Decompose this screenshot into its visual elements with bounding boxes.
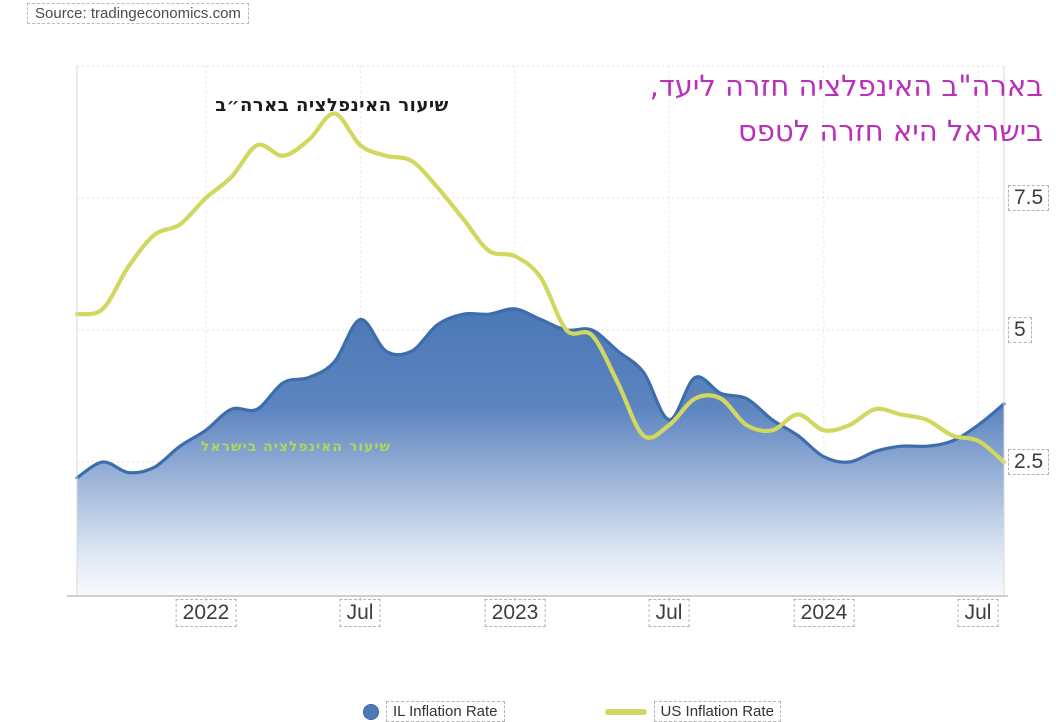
y-axis-tick-label: 7.5 [1008,185,1050,211]
legend-label-us[interactable]: US Inflation Rate [653,701,781,722]
headline-annotation: בארה"ב האינפלציה חזרה ליעד, בישראל היא ח… [650,64,1043,154]
il-legend-dot-icon[interactable] [363,703,379,720]
il-inflation-area[interactable] [77,308,1004,596]
us-series-hebrew-label: שיעור האינפלציה בארה״ב [215,95,449,116]
x-axis-tick-label: Jul [957,599,999,627]
headline-annotation-line1: בארה"ב האינפלציה חזרה ליעד, [649,69,1043,103]
x-axis-tick-label: 2023 [484,599,546,627]
source-caption[interactable]: Source: tradingeconomics.com [27,3,249,24]
legend-label-il[interactable]: IL Inflation Rate [386,701,505,722]
x-axis-tick-label: Jul [339,599,381,627]
y-axis-tick-label: 2.5 [1008,449,1050,475]
x-axis-tick-label: 2024 [793,599,855,627]
us-legend-line-icon[interactable] [604,708,647,715]
headline-annotation-line2: בישראל היא חזרה לטפס [737,114,1043,148]
y-axis-tick-label: 5 [1008,317,1032,343]
il-series-hebrew-label: שיעור האינפלציה בישראל [200,439,392,455]
legend: IL Inflation Rate US Inflation Rate [363,701,781,722]
x-axis-tick-label: Jul [648,599,690,627]
x-axis-tick-label: 2022 [175,599,237,627]
source-caption-text: Source: tradingeconomics.com [35,5,241,22]
us-inflation-line[interactable] [74,111,1007,465]
il-inflation-line[interactable] [75,307,1006,480]
